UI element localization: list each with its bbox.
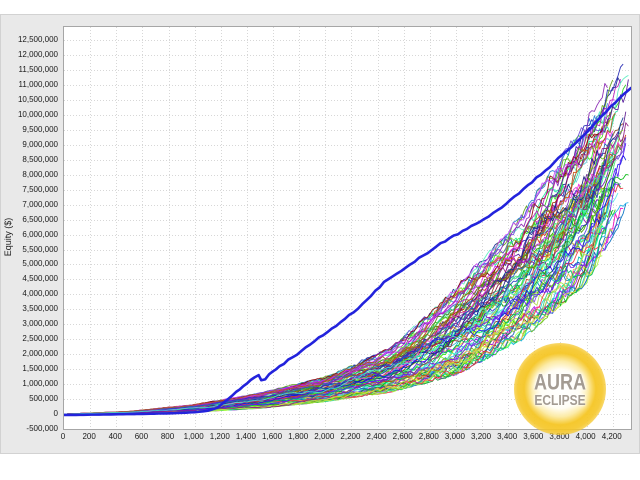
plot-area xyxy=(63,26,632,430)
y-axis-tick-label: 10,000,000 xyxy=(17,109,58,119)
x-axis-tick-label: 1,800 xyxy=(288,432,309,441)
x-axis-tick-label: 4,000 xyxy=(575,432,596,441)
y-axis-tick-label: 5,000,000 xyxy=(22,259,58,269)
x-axis-tick-label: 4,200 xyxy=(601,432,622,441)
y-axis-tick-label: 4,500,000 xyxy=(22,274,58,284)
y-axis-tick-label: 11,500,000 xyxy=(18,65,58,75)
x-axis-tick-label: 3,400 xyxy=(497,432,518,441)
x-axis-tick-label: 2,400 xyxy=(366,432,387,441)
y-axis-tick-label: 12,500,000 xyxy=(17,35,58,45)
x-axis-tick-label: 1,200 xyxy=(209,432,230,441)
x-axis-tick-label: 0 xyxy=(60,432,66,441)
y-axis-tick-label: 9,500,000 xyxy=(22,124,58,134)
y-axis-tick-label: 500,000 xyxy=(29,394,58,404)
x-axis-tick-label: 3,800 xyxy=(549,432,570,441)
x-axis-tick-label: 200 xyxy=(82,432,96,441)
logo-text-eclipse: ECLIPSE xyxy=(534,390,586,409)
y-axis-tick-label: 11,000,000 xyxy=(18,80,58,90)
y-axis-tick-label: 2,000,000 xyxy=(22,349,58,359)
x-axis-tick-label: 2,200 xyxy=(340,432,361,441)
y-axis-tick-label: 8,000,000 xyxy=(22,169,58,179)
y-axis-tick-label: 3,500,000 xyxy=(22,304,58,314)
y-axis-tick-label: 1,000,000 xyxy=(22,379,58,389)
x-axis-tick-label: 400 xyxy=(108,432,122,441)
y-axis-tick-label: 6,000,000 xyxy=(22,229,58,239)
x-axis-tick-label: 3,200 xyxy=(471,432,492,441)
chart-panel: Equity ($) 12,500,000 12,000,000 11,500,00… xyxy=(0,14,640,454)
x-axis-tick-label: 600 xyxy=(134,432,149,441)
y-axis-tick-label: 12,000,000 xyxy=(17,50,58,60)
x-axis-tick-label: 1,000 xyxy=(183,432,204,441)
y-axis-tick-label: 5,500,000 xyxy=(22,244,58,254)
y-axis-tick-label: -500,000 xyxy=(26,424,58,433)
x-axis-tick-label: 1,400 xyxy=(235,432,256,441)
x-axis-tick-label: 3,000 xyxy=(444,432,465,441)
y-axis-tick-label: 7,000,000 xyxy=(22,199,58,209)
y-axis-tick-label: 0 xyxy=(53,409,58,419)
x-axis-tick-label: 2,800 xyxy=(418,432,439,441)
y-axis-tick-label: 2,500,000 xyxy=(22,334,58,344)
x-axis-tick-label: 800 xyxy=(160,432,175,441)
y-axis-tick-label: 10,500,000 xyxy=(17,94,58,104)
y-axis-tick-label: 6,500,000 xyxy=(22,214,58,224)
y-axis-tick-label: 3,000,000 xyxy=(22,319,58,329)
x-axis-tick-label: 1,600 xyxy=(262,432,283,441)
y-axis-tick-label: 1,500,000 xyxy=(22,364,58,374)
y-axis-tick-label: 4,000,000 xyxy=(22,289,58,299)
aura-eclipse-logo: AURA ECLIPSE xyxy=(514,343,606,435)
y-axis-tick-label: 7,500,000 xyxy=(22,184,58,194)
x-axis-tick-label: 2,600 xyxy=(392,432,413,441)
y-axis-tick-label: 9,000,000 xyxy=(22,139,58,149)
y-axis-tick-label: 8,500,000 xyxy=(22,154,58,164)
logo-text-aura: AURA xyxy=(534,369,586,394)
x-axis-tick-label: 2,000 xyxy=(314,432,335,441)
x-axis-tick-label: 3,600 xyxy=(523,432,544,441)
